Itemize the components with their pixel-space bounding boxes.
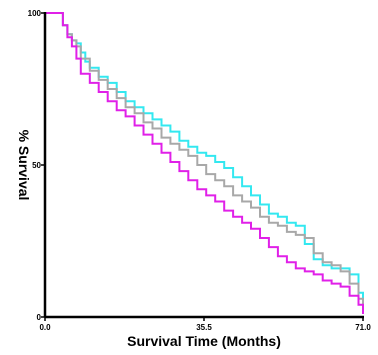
x-axis-label: Survival Time (Months)	[127, 333, 281, 349]
x-tick-label-2: 71.0	[355, 323, 371, 332]
series-line-2	[45, 12, 364, 314]
series-line-1	[45, 12, 364, 314]
tick-layer: 0 50 100 0.0 35.5 71.0	[28, 9, 372, 332]
y-tick-label-1: 50	[32, 161, 41, 170]
series-line-3	[45, 12, 364, 314]
y-axis-label: % Survival	[16, 130, 32, 201]
y-tick-label-0: 0	[37, 313, 42, 322]
y-tick-label-2: 100	[28, 9, 42, 18]
x-tick-label-1: 35.5	[196, 323, 212, 332]
series-layer	[45, 12, 364, 314]
x-tick-label-0: 0.0	[39, 323, 51, 332]
